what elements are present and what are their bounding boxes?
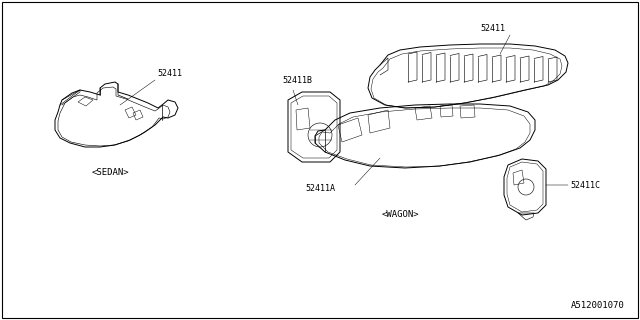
Text: 52411A: 52411A (305, 183, 335, 193)
Text: 52411C: 52411C (570, 180, 600, 189)
Text: <WAGON>: <WAGON> (381, 210, 419, 219)
Text: 52411: 52411 (480, 24, 505, 33)
Text: <SEDAN>: <SEDAN> (91, 168, 129, 177)
Text: 52411: 52411 (157, 69, 182, 78)
Text: A512001070: A512001070 (572, 301, 625, 310)
Text: 52411B: 52411B (282, 76, 312, 85)
